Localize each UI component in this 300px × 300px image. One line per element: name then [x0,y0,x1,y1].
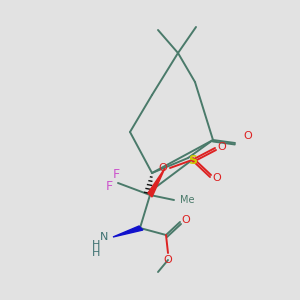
Text: H: H [92,240,100,250]
Text: F: F [112,167,120,181]
Polygon shape [148,168,165,197]
Text: N: N [100,232,108,242]
Text: O: O [164,255,172,265]
Text: S: S [188,154,197,166]
Text: O: O [218,142,226,152]
Text: O: O [244,131,252,141]
Text: O: O [213,173,221,183]
Text: H: H [92,248,100,258]
Text: F: F [105,181,112,194]
Text: O: O [182,215,190,225]
Text: O: O [159,163,167,173]
Text: Me: Me [180,195,194,205]
Polygon shape [113,226,143,237]
